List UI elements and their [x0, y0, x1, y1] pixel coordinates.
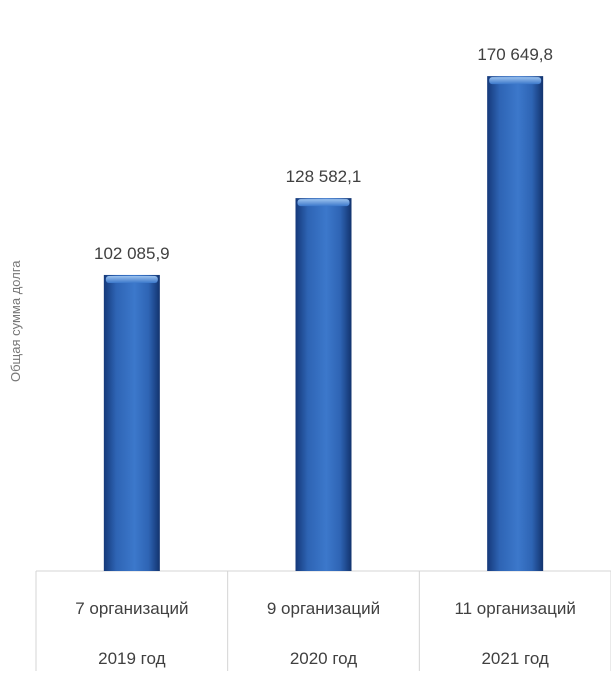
y-axis-label: Общая сумма долга	[8, 260, 23, 382]
bar	[103, 274, 160, 571]
bar	[487, 76, 544, 572]
value-label: 128 582,1	[286, 167, 362, 186]
category-year-label: 2019 год	[98, 649, 165, 668]
value-label: 170 649,8	[477, 45, 553, 64]
bar-highlight	[105, 275, 158, 283]
category-label: 9 организаций	[267, 599, 380, 618]
category-year-label: 2020 год	[290, 649, 357, 668]
bar-highlight	[489, 77, 542, 85]
bar	[295, 198, 352, 571]
category-label: 11 организаций	[454, 599, 575, 618]
bar-highlight	[297, 199, 350, 207]
value-label: 102 085,9	[94, 244, 170, 263]
category-label: 7 организаций	[75, 599, 188, 618]
category-year-label: 2021 год	[481, 649, 548, 668]
